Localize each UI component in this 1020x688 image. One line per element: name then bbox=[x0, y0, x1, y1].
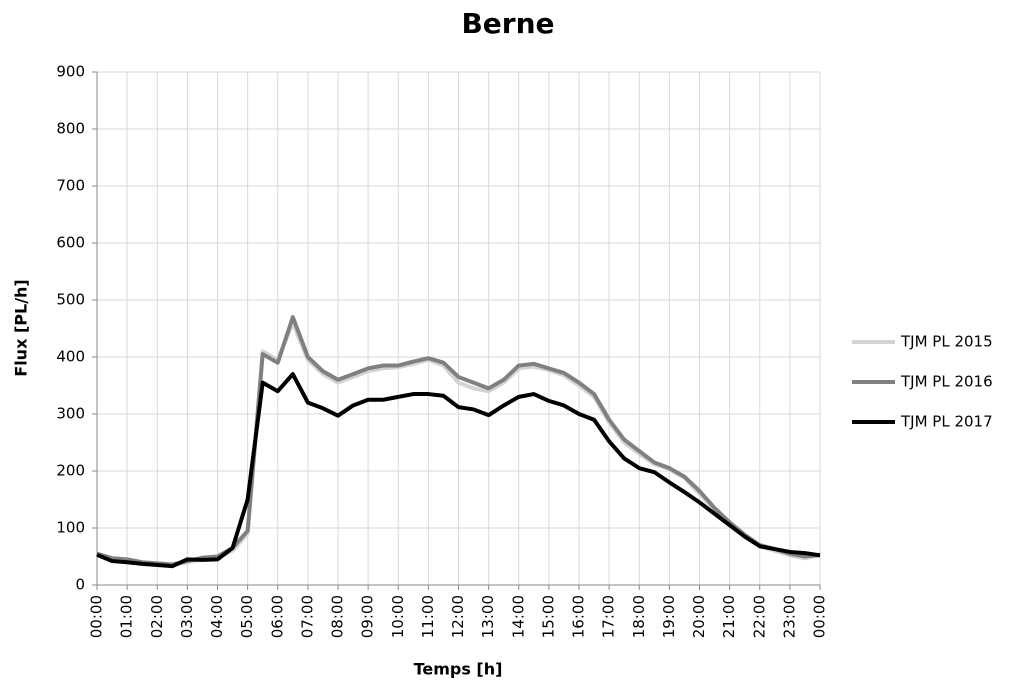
x-tick-label: 01:00 bbox=[118, 595, 136, 638]
x-tick-label: 06:00 bbox=[268, 595, 286, 638]
x-tick-label: 03:00 bbox=[178, 595, 196, 638]
x-tick-label: 12:00 bbox=[449, 595, 467, 638]
x-tick-label: 09:00 bbox=[359, 595, 377, 638]
y-tick-label: 500 bbox=[56, 291, 85, 309]
y-tick-label: 700 bbox=[56, 177, 85, 195]
x-tick-label: 15:00 bbox=[539, 595, 557, 638]
x-tick-label: 20:00 bbox=[690, 595, 708, 638]
x-tick-label: 22:00 bbox=[750, 595, 768, 638]
x-tick-label: 00:00 bbox=[88, 595, 106, 638]
x-tick-label: 13:00 bbox=[479, 595, 497, 638]
x-tick-label: 18:00 bbox=[630, 595, 648, 638]
series-line bbox=[96, 315, 821, 567]
chart-title: Berne bbox=[461, 7, 554, 40]
legend-label: TJM PL 2016 bbox=[900, 373, 993, 391]
y-tick-label: 100 bbox=[56, 519, 85, 537]
y-tick-label: 400 bbox=[56, 348, 85, 366]
y-axis-label: Flux [PL/h] bbox=[12, 279, 31, 376]
x-tick-label: 07:00 bbox=[298, 595, 316, 638]
x-tick-label: 00:00 bbox=[811, 595, 829, 638]
x-tick-label: 04:00 bbox=[208, 595, 226, 638]
y-tick-label: 800 bbox=[56, 120, 85, 138]
x-tick-label: 02:00 bbox=[148, 595, 166, 638]
x-tick-label: 23:00 bbox=[780, 595, 798, 638]
x-tick-label: 16:00 bbox=[570, 595, 588, 638]
legend-label: TJM PL 2015 bbox=[900, 333, 993, 351]
x-tick-label: 19:00 bbox=[660, 595, 678, 638]
x-tick-label: 05:00 bbox=[238, 595, 256, 638]
x-tick-label: 21:00 bbox=[720, 595, 738, 638]
series-line bbox=[96, 372, 821, 569]
y-tick-label: 900 bbox=[56, 63, 85, 81]
x-axis-label: Temps [h] bbox=[414, 660, 503, 679]
y-tick-label: 200 bbox=[56, 462, 85, 480]
x-tick-label: 14:00 bbox=[509, 595, 527, 638]
x-tick-label: 10:00 bbox=[389, 595, 407, 638]
legend-label: TJM PL 2017 bbox=[900, 413, 993, 431]
x-tick-label: 17:00 bbox=[600, 595, 618, 638]
y-tick-label: 600 bbox=[56, 234, 85, 252]
x-tick-label: 11:00 bbox=[419, 595, 437, 638]
y-tick-label: 300 bbox=[56, 405, 85, 423]
x-tick-label: 08:00 bbox=[329, 595, 347, 638]
y-tick-label: 0 bbox=[75, 576, 85, 594]
